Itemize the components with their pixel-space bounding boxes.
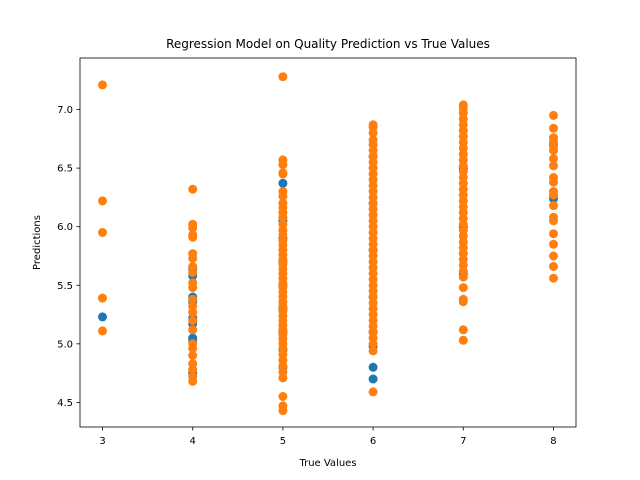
data-point	[98, 228, 107, 237]
data-point	[458, 335, 468, 345]
data-point	[278, 392, 288, 401]
y-tick-label: 4.5	[57, 398, 73, 409]
data-point	[458, 325, 468, 335]
data-point	[549, 123, 558, 133]
data-point	[549, 190, 558, 200]
data-point	[188, 351, 198, 360]
y-axis: 4.5 5.0 5.5 6.0 6.5 7.0	[57, 105, 80, 409]
data-point	[188, 223, 198, 233]
x-tick-label: 6	[370, 436, 376, 447]
data-point	[549, 251, 558, 261]
x-axis: 3 4 5 6 7 8	[99, 427, 557, 447]
data-point	[549, 239, 558, 249]
data-point	[188, 344, 198, 353]
x-tick-label: 3	[99, 436, 105, 447]
data-point	[278, 72, 288, 82]
x-tick-label: 4	[190, 436, 196, 447]
data-point	[98, 196, 107, 206]
chart-title: Regression Model on Quality Prediction v…	[166, 37, 490, 51]
y-tick-label: 7.0	[57, 105, 73, 116]
data-point	[98, 80, 107, 90]
data-point	[278, 406, 288, 416]
data-point	[278, 191, 288, 201]
data-point	[368, 362, 378, 372]
data-point	[98, 312, 107, 322]
points-layer	[98, 72, 558, 416]
data-point	[278, 373, 288, 383]
data-point	[549, 110, 558, 120]
x-tick-label: 7	[460, 436, 466, 447]
data-point	[188, 307, 198, 317]
x-tick-label: 5	[280, 436, 286, 447]
y-tick-label: 5.0	[57, 339, 73, 350]
data-point	[188, 283, 198, 293]
data-point	[549, 146, 558, 155]
y-axis-label: Predictions	[32, 215, 43, 270]
data-point	[188, 376, 198, 386]
data-point	[368, 387, 378, 397]
y-tick-label: 6.5	[57, 164, 73, 175]
data-point	[188, 325, 198, 335]
data-point	[549, 201, 558, 211]
data-point	[458, 283, 468, 293]
data-point	[188, 315, 198, 325]
data-point	[278, 178, 288, 188]
x-axis-label: True Values	[298, 458, 356, 469]
data-point	[549, 273, 558, 283]
data-point	[188, 184, 198, 194]
data-point	[188, 294, 198, 304]
data-point	[278, 169, 288, 179]
data-point	[549, 154, 558, 164]
data-point	[368, 346, 378, 356]
data-point	[549, 262, 558, 271]
y-tick-label: 6.0	[57, 222, 73, 233]
data-point	[368, 374, 378, 384]
data-point	[98, 293, 107, 303]
data-point	[278, 212, 288, 222]
data-point	[368, 339, 378, 349]
data-point	[549, 177, 558, 187]
y-tick-label: 5.5	[57, 281, 73, 292]
data-point	[188, 365, 198, 375]
data-point	[188, 267, 198, 277]
series-2	[98, 72, 558, 416]
data-point	[549, 161, 558, 171]
data-point	[458, 297, 468, 307]
data-point	[549, 216, 558, 226]
data-point	[98, 326, 107, 336]
data-point	[188, 232, 198, 242]
data-point	[278, 160, 288, 170]
plot-frame	[79, 57, 577, 428]
data-point	[188, 253, 198, 263]
data-point	[368, 128, 378, 138]
data-point	[458, 272, 468, 282]
data-point	[549, 229, 558, 239]
x-tick-label: 8	[550, 436, 556, 447]
